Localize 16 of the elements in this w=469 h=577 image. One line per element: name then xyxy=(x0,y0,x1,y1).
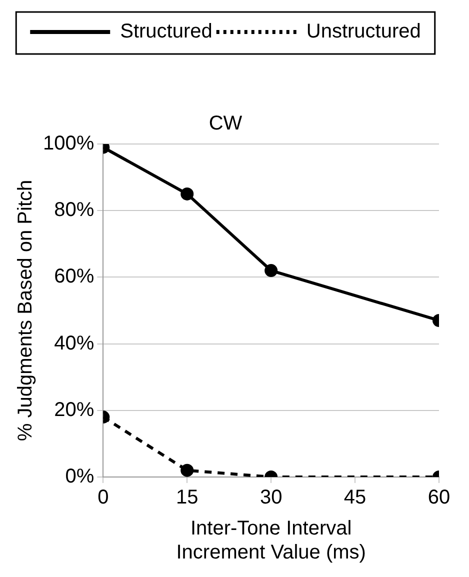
chart-title: CW xyxy=(208,112,242,135)
y-tick-label: 40% xyxy=(54,332,94,354)
legend-label: Structured xyxy=(120,20,212,43)
legend-label: Unstructured xyxy=(306,20,421,43)
x-tick-label: 0 xyxy=(98,486,109,509)
x-tick-label: 45 xyxy=(344,486,366,509)
y-tick-label: 100% xyxy=(42,132,94,155)
y-tick-label: 80% xyxy=(54,199,94,222)
y-tick-label: 0% xyxy=(65,466,94,488)
x-tick-label: 60 xyxy=(428,486,450,509)
x-tick-label: 30 xyxy=(260,486,282,509)
y-axis-title: % Judgments Based on Pitch xyxy=(14,180,37,442)
y-tick-label: 60% xyxy=(54,266,94,288)
x-tick-label: 15 xyxy=(176,486,198,509)
y-tick-label: 20% xyxy=(54,398,94,421)
x-axis-title: Inter-Tone Interval Increment Value (ms) xyxy=(176,518,366,564)
